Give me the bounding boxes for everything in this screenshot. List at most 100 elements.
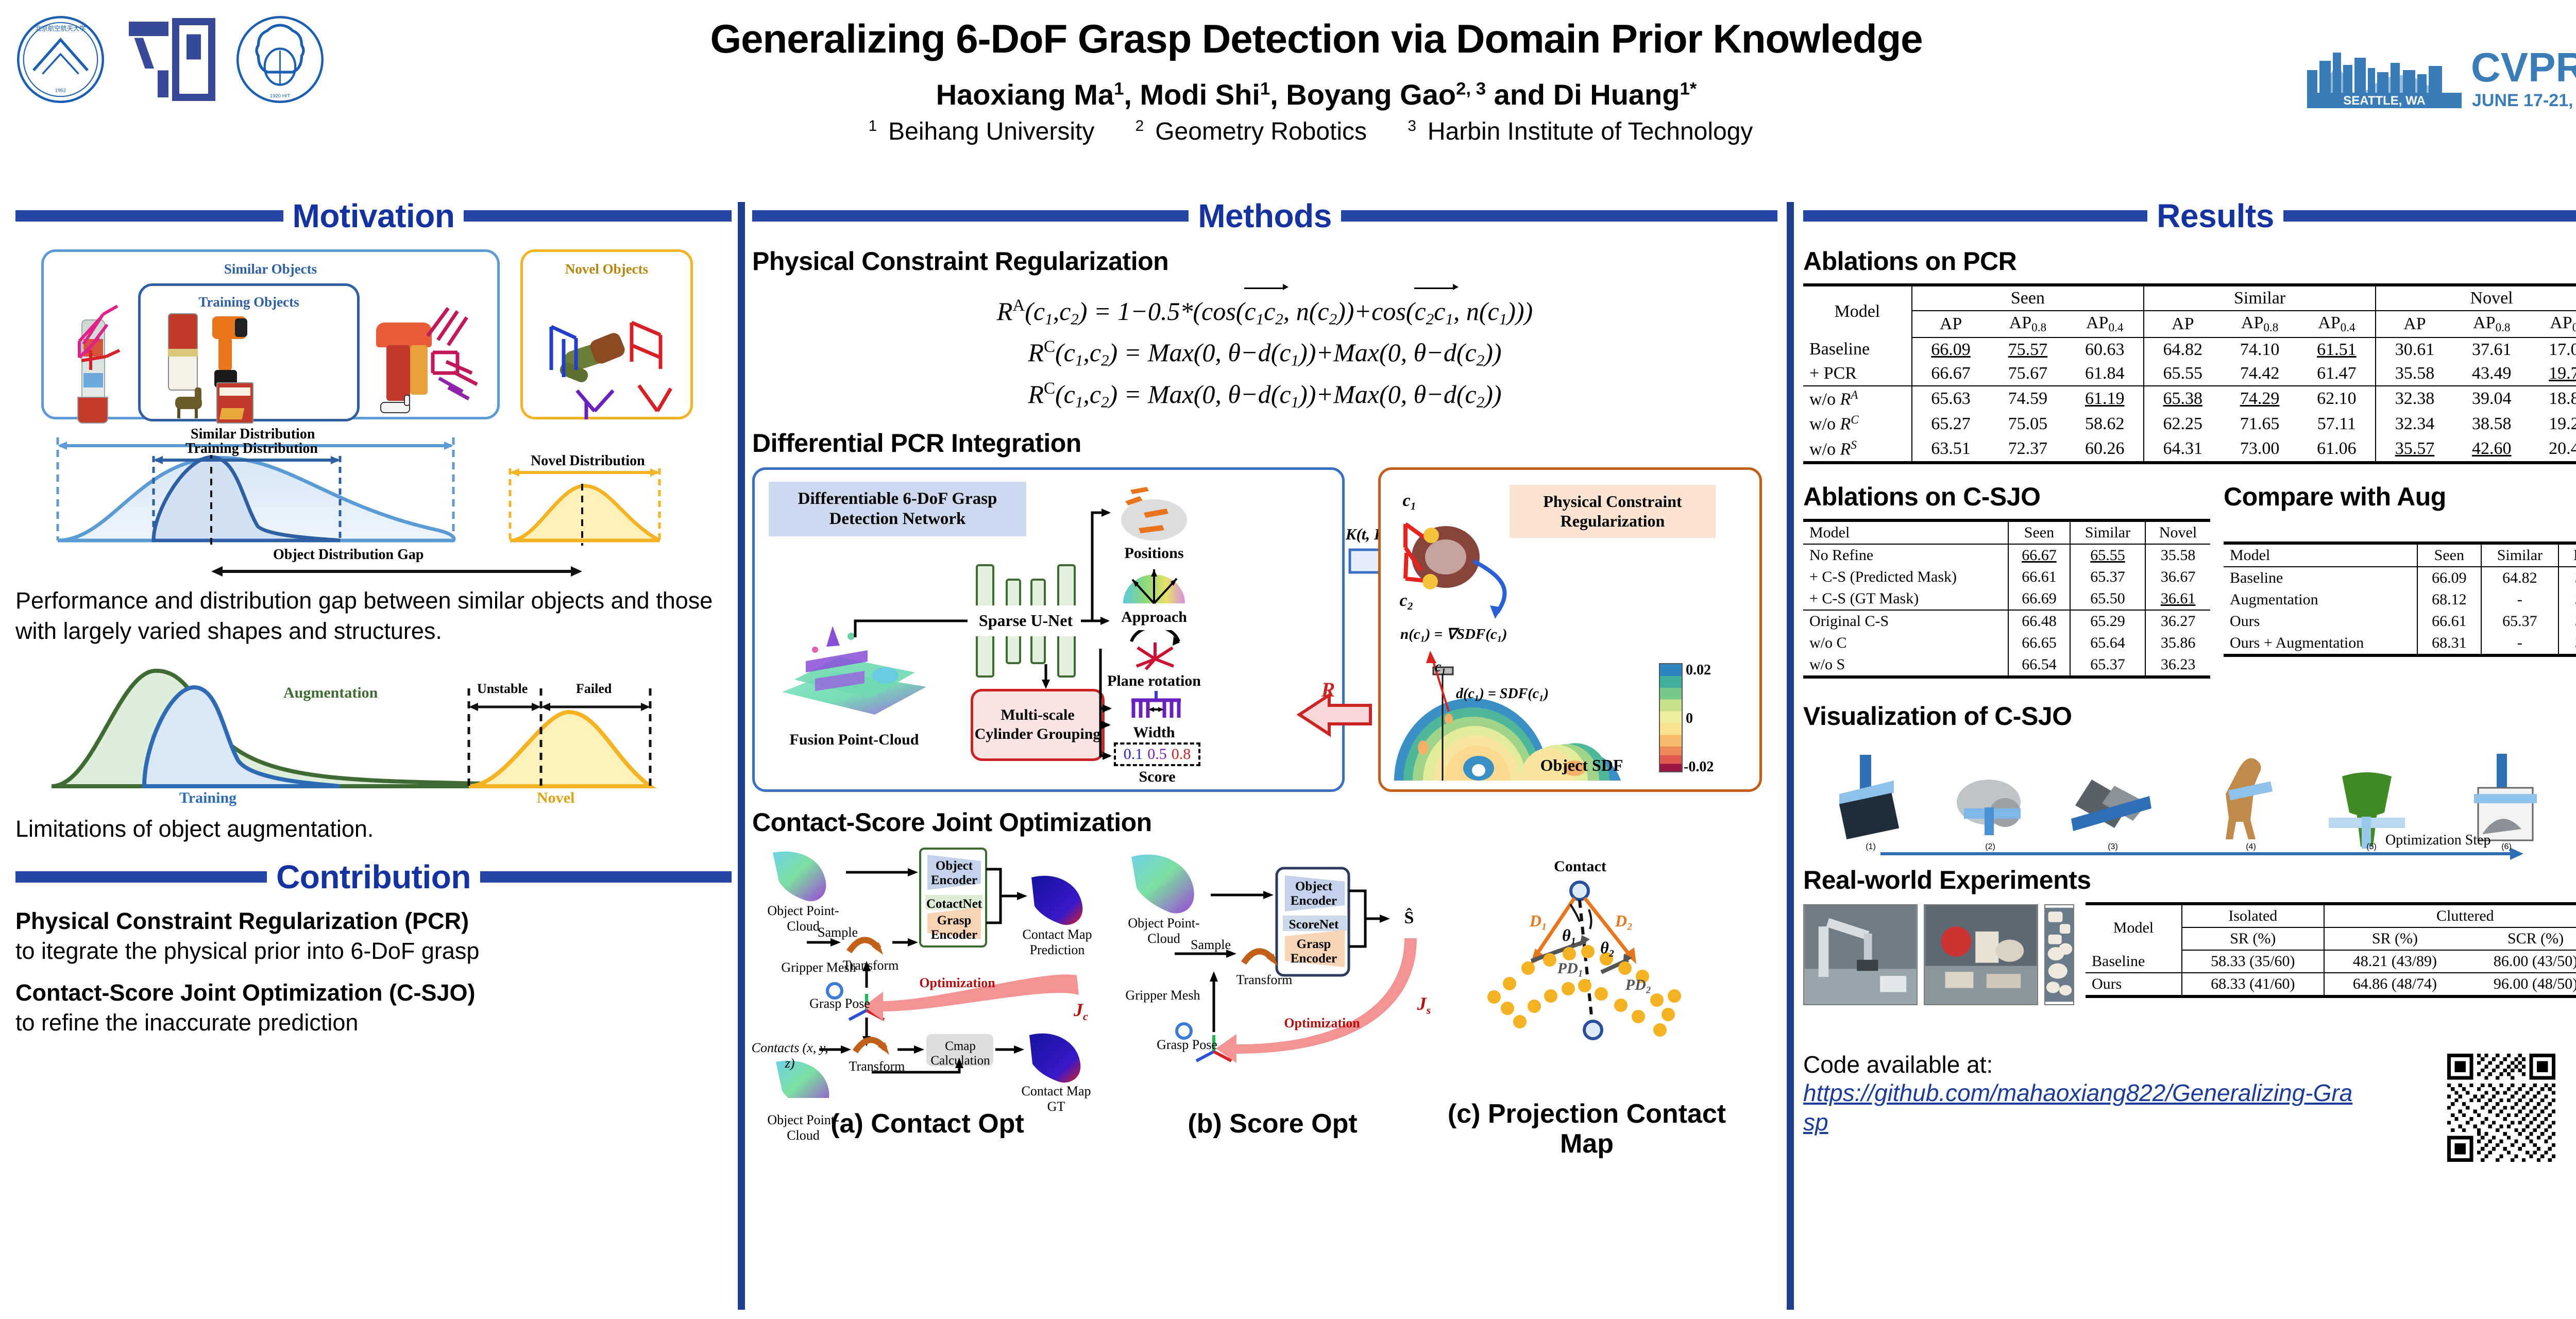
cell: 42.60 <box>2453 436 2530 465</box>
c-d2-label: D₂ <box>1615 911 1633 930</box>
distance-equation-label: d(c₁) = SDF(c₁) <box>1456 685 1549 702</box>
cell: 30.61 <box>2558 567 2576 589</box>
augmentation-label: Augmentation <box>283 684 378 701</box>
cell: 74.59 <box>2008 389 2048 409</box>
caption-panel-a: (a) Contact Opt <box>831 1108 1024 1139</box>
cell: 71.65 <box>2240 414 2280 433</box>
training-label: Training <box>179 789 237 806</box>
cell: 68.33 (41/60) <box>2181 973 2324 999</box>
b-score-output: Ŝ <box>1404 908 1414 927</box>
section-title-results: Results <box>2157 197 2274 234</box>
table-row: Ours + Augmentation 68.31 - 37.00 <box>2224 632 2576 657</box>
score-value-3: 0.8 <box>1171 745 1191 763</box>
code-repository-link[interactable]: https://github.com/mahaoxiang822/General… <box>1803 1079 2353 1136</box>
b-scorenet-label: ScoreNet <box>1289 917 1339 932</box>
svg-text:1920 HIT: 1920 HIT <box>270 93 291 99</box>
aug-row-model: Augmentation <box>2230 591 2318 608</box>
rw-metric-scr-cluttered: SCR (%) <box>2465 927 2576 951</box>
cell: 66.67 <box>2008 544 2070 567</box>
pcr-row-model: + PCR <box>1803 361 1912 386</box>
a-gripper-mesh: Gripper Mesh <box>781 959 856 975</box>
cell: 35.86 <box>2145 632 2210 654</box>
c-d1-label: D₁ <box>1529 911 1548 930</box>
column-divider-right <box>1787 202 1794 1310</box>
b-js-label: Js <box>1417 993 1431 1017</box>
table-row: + C-S (Predicted Mask) 66.61 65.37 36.67 <box>1803 566 2210 588</box>
cell: 64.86 (48/74) <box>2323 973 2466 999</box>
b-grasp-pose: Grasp Pose <box>1157 1037 1217 1052</box>
output-approach-label: Approach <box>1121 608 1187 625</box>
cell: 64.82 <box>2143 337 2222 362</box>
table-row: w/o RA 65.63 74.59 61.19 65.38 74.29 62.… <box>1803 385 2576 412</box>
table-ablations-pcr: Model Seen Similar Novel AP AP0.8 AP0.4 … <box>1803 283 2576 465</box>
object-power-drill <box>208 316 248 392</box>
pcr-metric-ap-novel: AP <box>2375 311 2453 338</box>
table-row: w/o S 66.54 65.37 36.23 <box>1803 654 2210 679</box>
cell: 68.12 <box>2417 589 2481 611</box>
table-row: Baseline 66.09 75.57 60.63 64.82 74.10 6… <box>1803 337 2576 362</box>
author-2: Modi Shi1 <box>1140 78 1270 111</box>
rule-left-4 <box>1803 210 2148 222</box>
cell: 58.62 <box>2084 414 2125 433</box>
object-distribution-gap-label: Object Distribution Gap <box>273 547 424 563</box>
cell: 65.55 <box>2069 544 2146 567</box>
section-header-motivation: Motivation <box>15 197 732 235</box>
approach-image <box>1121 565 1187 607</box>
pcr-row-model: Baseline <box>1809 340 1870 359</box>
aug-h-similar: Similar <box>2480 542 2559 568</box>
table-row: Model Seen Similar Novel <box>2224 542 2576 568</box>
affiliation-1: 1 Beihang University <box>868 117 1095 145</box>
cell: 35.57 <box>2375 436 2453 465</box>
rw-group-isolated: Isolated <box>2181 902 2324 928</box>
object-sdf-label: Object SDF <box>1540 755 1623 774</box>
rule-left <box>15 210 283 222</box>
fusion-point-cloud-image <box>777 589 931 728</box>
pcr-row-model: w/o RC <box>1809 413 1859 434</box>
a-grasp-encoder: Grasp Encoder <box>930 913 978 942</box>
cell: 38.58 <box>2472 414 2512 433</box>
table-row: w/o C 66.65 65.64 35.86 <box>1803 632 2210 654</box>
a-contact-map-gt: Contact Map GT <box>1021 1083 1091 1114</box>
cell: 32.38 <box>2375 385 2453 412</box>
novel-objects-box: Novel Objects <box>520 249 693 419</box>
pcr-metric-ap04-novel: AP0.4 <box>2530 311 2576 338</box>
cell: 58.33 (35/60) <box>2181 950 2324 974</box>
cell: 36.67 <box>2145 566 2210 588</box>
affiliation-list: 1 Beihang University 2 Geometry Robotics 3… <box>546 117 2087 146</box>
contribution-1-title: Physical Constraint Regularization (PCR) <box>15 907 469 934</box>
cell: 65.37 <box>2069 566 2146 588</box>
results-subhead-viz: Visualization of C-SJO <box>1803 702 2072 731</box>
object-sdf-image <box>1391 637 1643 782</box>
affiliation-3: 3 Harbin Institute of Technology <box>1408 117 1753 145</box>
pcr-metric-ap08-novel: AP0.8 <box>2453 311 2530 338</box>
cell: 57.11 <box>2317 414 2357 433</box>
motivation-caption-1: Performance and distribution gap between… <box>15 587 713 644</box>
rw-metric-sr-cluttered: SR (%) <box>2323 927 2466 951</box>
object-red-cup <box>77 397 108 424</box>
table-row: Model Seen Similar Novel <box>1803 283 2576 337</box>
svg-text:1952: 1952 <box>55 88 66 94</box>
pcr-metric-ap04-similar: AP0.4 <box>2298 311 2376 338</box>
qr-code[interactable] <box>2447 1054 2555 1162</box>
score-value-1: 0.1 <box>1123 745 1143 763</box>
rw-col-model: Model <box>2086 902 2182 951</box>
cell: 66.61 <box>2008 566 2070 588</box>
cvpr-logo: SEATTLE, WA CVPR JUNE 17-21, 2024 <box>2304 21 2576 119</box>
aug-row-model: Baseline <box>2230 569 2283 587</box>
viz-index-1: (1) <box>1866 842 1876 852</box>
cell: 64.31 <box>2143 436 2222 465</box>
cell: 48.21 (43/89) <box>2323 950 2466 974</box>
contribution-item-1: Physical Constraint Regularization (PCR)… <box>15 906 732 967</box>
pcr-group-seen: Seen <box>1911 283 2144 311</box>
aug-h-seen: Seen <box>2417 542 2481 568</box>
aug-row-model: Ours <box>2230 613 2260 630</box>
viz-index-4: (4) <box>2246 842 2256 852</box>
cell: 35.58 <box>2375 361 2453 386</box>
rule-left-2 <box>15 871 267 883</box>
panel-contact-opt: Object Point-Cloud Gripper Mesh Sample T… <box>752 845 1097 1143</box>
cell: 32.34 <box>2375 411 2453 436</box>
author-list: Haoxiang Ma1, Modi Shi1, Boyang Gao2, 3 … <box>936 78 1697 111</box>
section-title-motivation: Motivation <box>292 197 455 234</box>
plane-rotation-image <box>1123 625 1187 671</box>
